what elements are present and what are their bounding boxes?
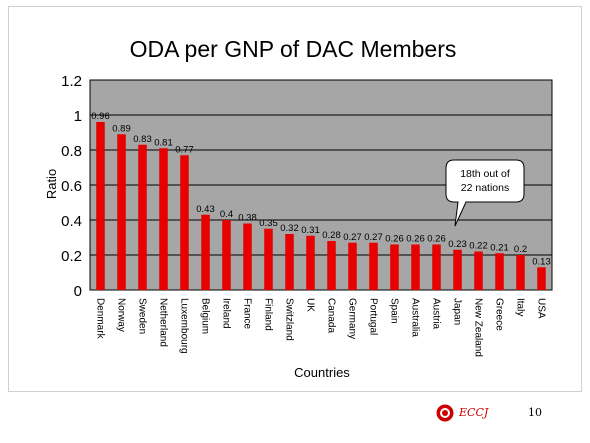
bar [201,214,210,290]
y-tick-label: 1 [74,108,82,125]
y-tick-label: 0.6 [61,178,82,195]
y-tick-label: 0.8 [61,143,82,160]
x-tick-label: UK [305,298,316,312]
chart-title: ODA per GNP of DAC Members [130,36,457,62]
x-tick-label: Portugal [368,298,379,335]
x-tick-label: Spain [389,298,400,324]
eccj-logo [436,404,454,422]
bar-value-label: 0.32 [280,223,299,234]
bar [474,251,483,290]
x-tick-label: Finland [263,298,274,331]
bar [243,223,252,290]
bar-value-label: 0.77 [175,144,194,155]
bars [96,122,546,290]
bar-value-label: 0.26 [427,234,446,245]
bar [222,220,231,290]
y-tick-label: 0.2 [61,248,82,265]
bar [117,134,126,290]
bar-value-label: 0.13 [532,256,551,267]
value-labels: 0.960.890.83 0.810.770.43 0.4 0.38 0.35 0.32 0… [91,111,551,267]
bar-value-label: 0.38 [238,213,257,224]
x-tick-label: Denmark [95,298,106,340]
bar-value-label: 0.27 [343,232,362,243]
x-tick-label: France [242,298,253,330]
callout-bubble [445,159,525,227]
x-tick-label: Switzland [284,298,295,341]
bar [537,267,546,290]
bar-value-label: 0.81 [154,137,173,148]
x-tick-label: Ireland [221,298,232,329]
bar [516,255,525,290]
x-axis-ticks: Denmark Norway Sweden Netherland Luxembourg B… [95,298,547,357]
bar [390,244,399,290]
bar [285,234,294,290]
x-tick-label: Japan [452,298,463,325]
bar [369,242,378,290]
bar [264,228,273,290]
bar [327,241,336,290]
y-tick-label: 0.4 [61,213,82,230]
y-tick-label: 0 [74,283,82,300]
bar [159,148,168,290]
bar [453,249,462,290]
callout-annotation: 18th out of 22 nations [445,159,525,227]
footer-org-name: ECCJ [459,406,489,419]
x-tick-label: Belgium [200,298,211,334]
bar [306,235,315,290]
bar [348,242,357,290]
y-axis-label: Ratio [44,169,59,199]
x-tick-label: Luxembourg [179,298,190,354]
page-number: 10 [528,406,542,419]
bar-value-label: 0.27 [364,232,383,243]
bar [495,253,504,290]
bar [180,155,189,290]
x-tick-label: Germany [347,298,358,339]
x-tick-label: Netherland [158,298,169,347]
bar [138,144,147,290]
bar-value-label: 0.26 [406,234,425,245]
bar [96,122,105,290]
x-tick-label: New Zealand [473,298,484,357]
y-tick-label: 1.2 [61,73,82,90]
bar-value-label: 0.28 [322,230,341,241]
bar-value-label: 0.26 [385,234,404,245]
bar-value-label: 0.83 [133,134,152,145]
x-tick-label: Norway [116,298,127,332]
chart: ODA per GNP of DAC Members 0 0.2 0.4 0.6 0.8… [44,36,553,380]
bar-value-label: 0.89 [112,123,131,134]
bar-value-label: 0.23 [448,239,467,250]
bar [432,244,441,290]
bar-value-label: 0.4 [220,209,233,220]
x-tick-label: Sweden [137,298,148,334]
bar-value-label: 0.22 [469,241,488,252]
bar [411,244,420,290]
x-axis-label: Countries [294,365,350,380]
x-tick-label: Canada [326,298,337,333]
x-tick-label: Italy [515,298,526,316]
x-tick-label: Greece [494,298,505,331]
callout-text-line: 22 nations [461,182,509,194]
bar-value-label: 0.96 [91,111,110,122]
y-axis-ticks: 0 0.2 0.4 0.6 0.8 1 1.2 [61,73,82,300]
bar-value-label: 0.2 [514,244,527,255]
bar-value-label: 0.21 [490,242,509,253]
bar-value-label: 0.35 [259,218,278,229]
bar-value-label: 0.31 [301,225,320,236]
callout-text-line: 18th out of [460,168,510,180]
bar-value-label: 0.43 [196,204,215,215]
x-tick-label: Austria [431,298,442,330]
x-tick-label: Australia [410,298,421,337]
x-tick-label: USA [536,298,547,319]
